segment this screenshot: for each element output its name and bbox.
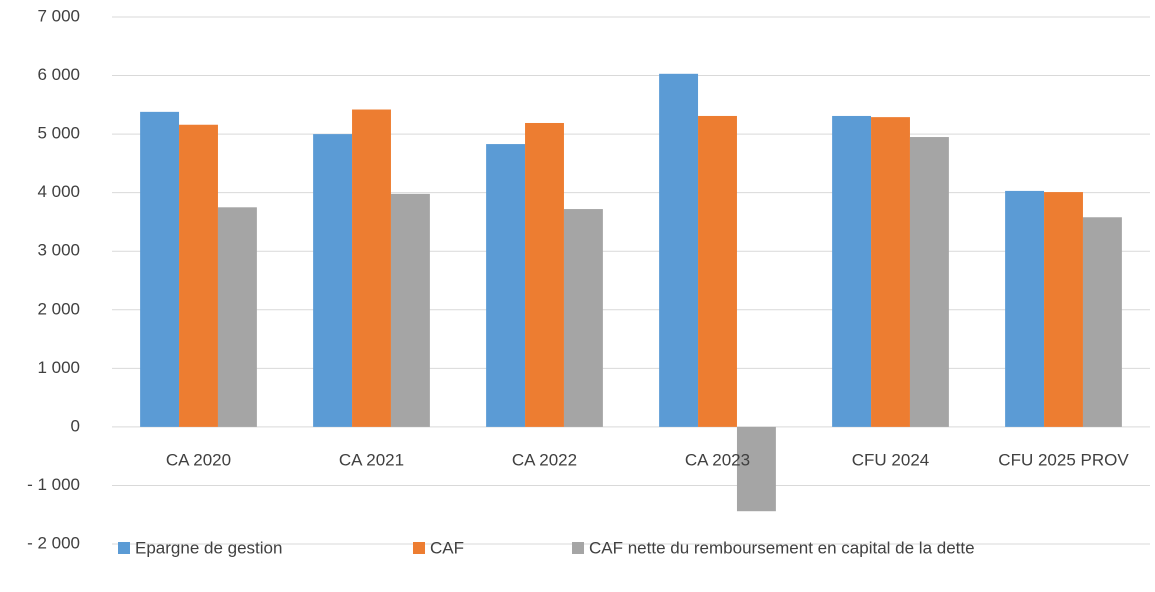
legend-swatch bbox=[572, 542, 584, 554]
y-tick-label: 7 000 bbox=[37, 6, 80, 25]
bar bbox=[140, 111, 180, 427]
bar bbox=[313, 134, 353, 427]
x-tick-label: CA 2021 bbox=[339, 450, 404, 469]
y-tick-label: 1 000 bbox=[37, 358, 80, 377]
bar bbox=[1082, 217, 1122, 427]
x-tick-label: CFU 2025 PROV bbox=[998, 450, 1129, 469]
legend-swatch bbox=[118, 542, 130, 554]
y-tick-label: 3 000 bbox=[37, 241, 80, 260]
y-tick-label: 4 000 bbox=[37, 182, 80, 201]
y-tick-label: - 2 000 bbox=[27, 533, 80, 552]
x-tick-label: CA 2022 bbox=[512, 450, 577, 469]
bar bbox=[525, 122, 564, 427]
legend-label: Epargne de gestion bbox=[135, 538, 282, 557]
legend-label: CAF bbox=[430, 538, 464, 557]
bar bbox=[563, 209, 603, 427]
bar bbox=[1044, 192, 1083, 427]
y-tick-label: 2 000 bbox=[37, 299, 80, 318]
bar bbox=[486, 144, 526, 427]
bar bbox=[871, 117, 910, 427]
bar bbox=[832, 115, 872, 427]
bar bbox=[698, 115, 737, 427]
x-tick-label: CFU 2024 bbox=[852, 450, 929, 469]
y-tick-label: 5 000 bbox=[37, 124, 80, 143]
y-tick-label: 6 000 bbox=[37, 65, 80, 84]
y-tick-label: 0 bbox=[71, 416, 80, 435]
bar bbox=[736, 426, 776, 512]
bar bbox=[1005, 190, 1045, 427]
y-tick-label: - 1 000 bbox=[27, 475, 80, 494]
bar bbox=[352, 109, 391, 427]
legend-swatch bbox=[413, 542, 425, 554]
bar bbox=[909, 137, 949, 427]
bar bbox=[217, 207, 257, 427]
bar bbox=[179, 124, 218, 427]
bar bbox=[390, 193, 430, 427]
x-tick-label: CA 2020 bbox=[166, 450, 231, 469]
x-tick-label: CA 2023 bbox=[685, 450, 750, 469]
legend-label: CAF nette du remboursement en capital de… bbox=[589, 538, 975, 557]
bar bbox=[659, 73, 699, 427]
